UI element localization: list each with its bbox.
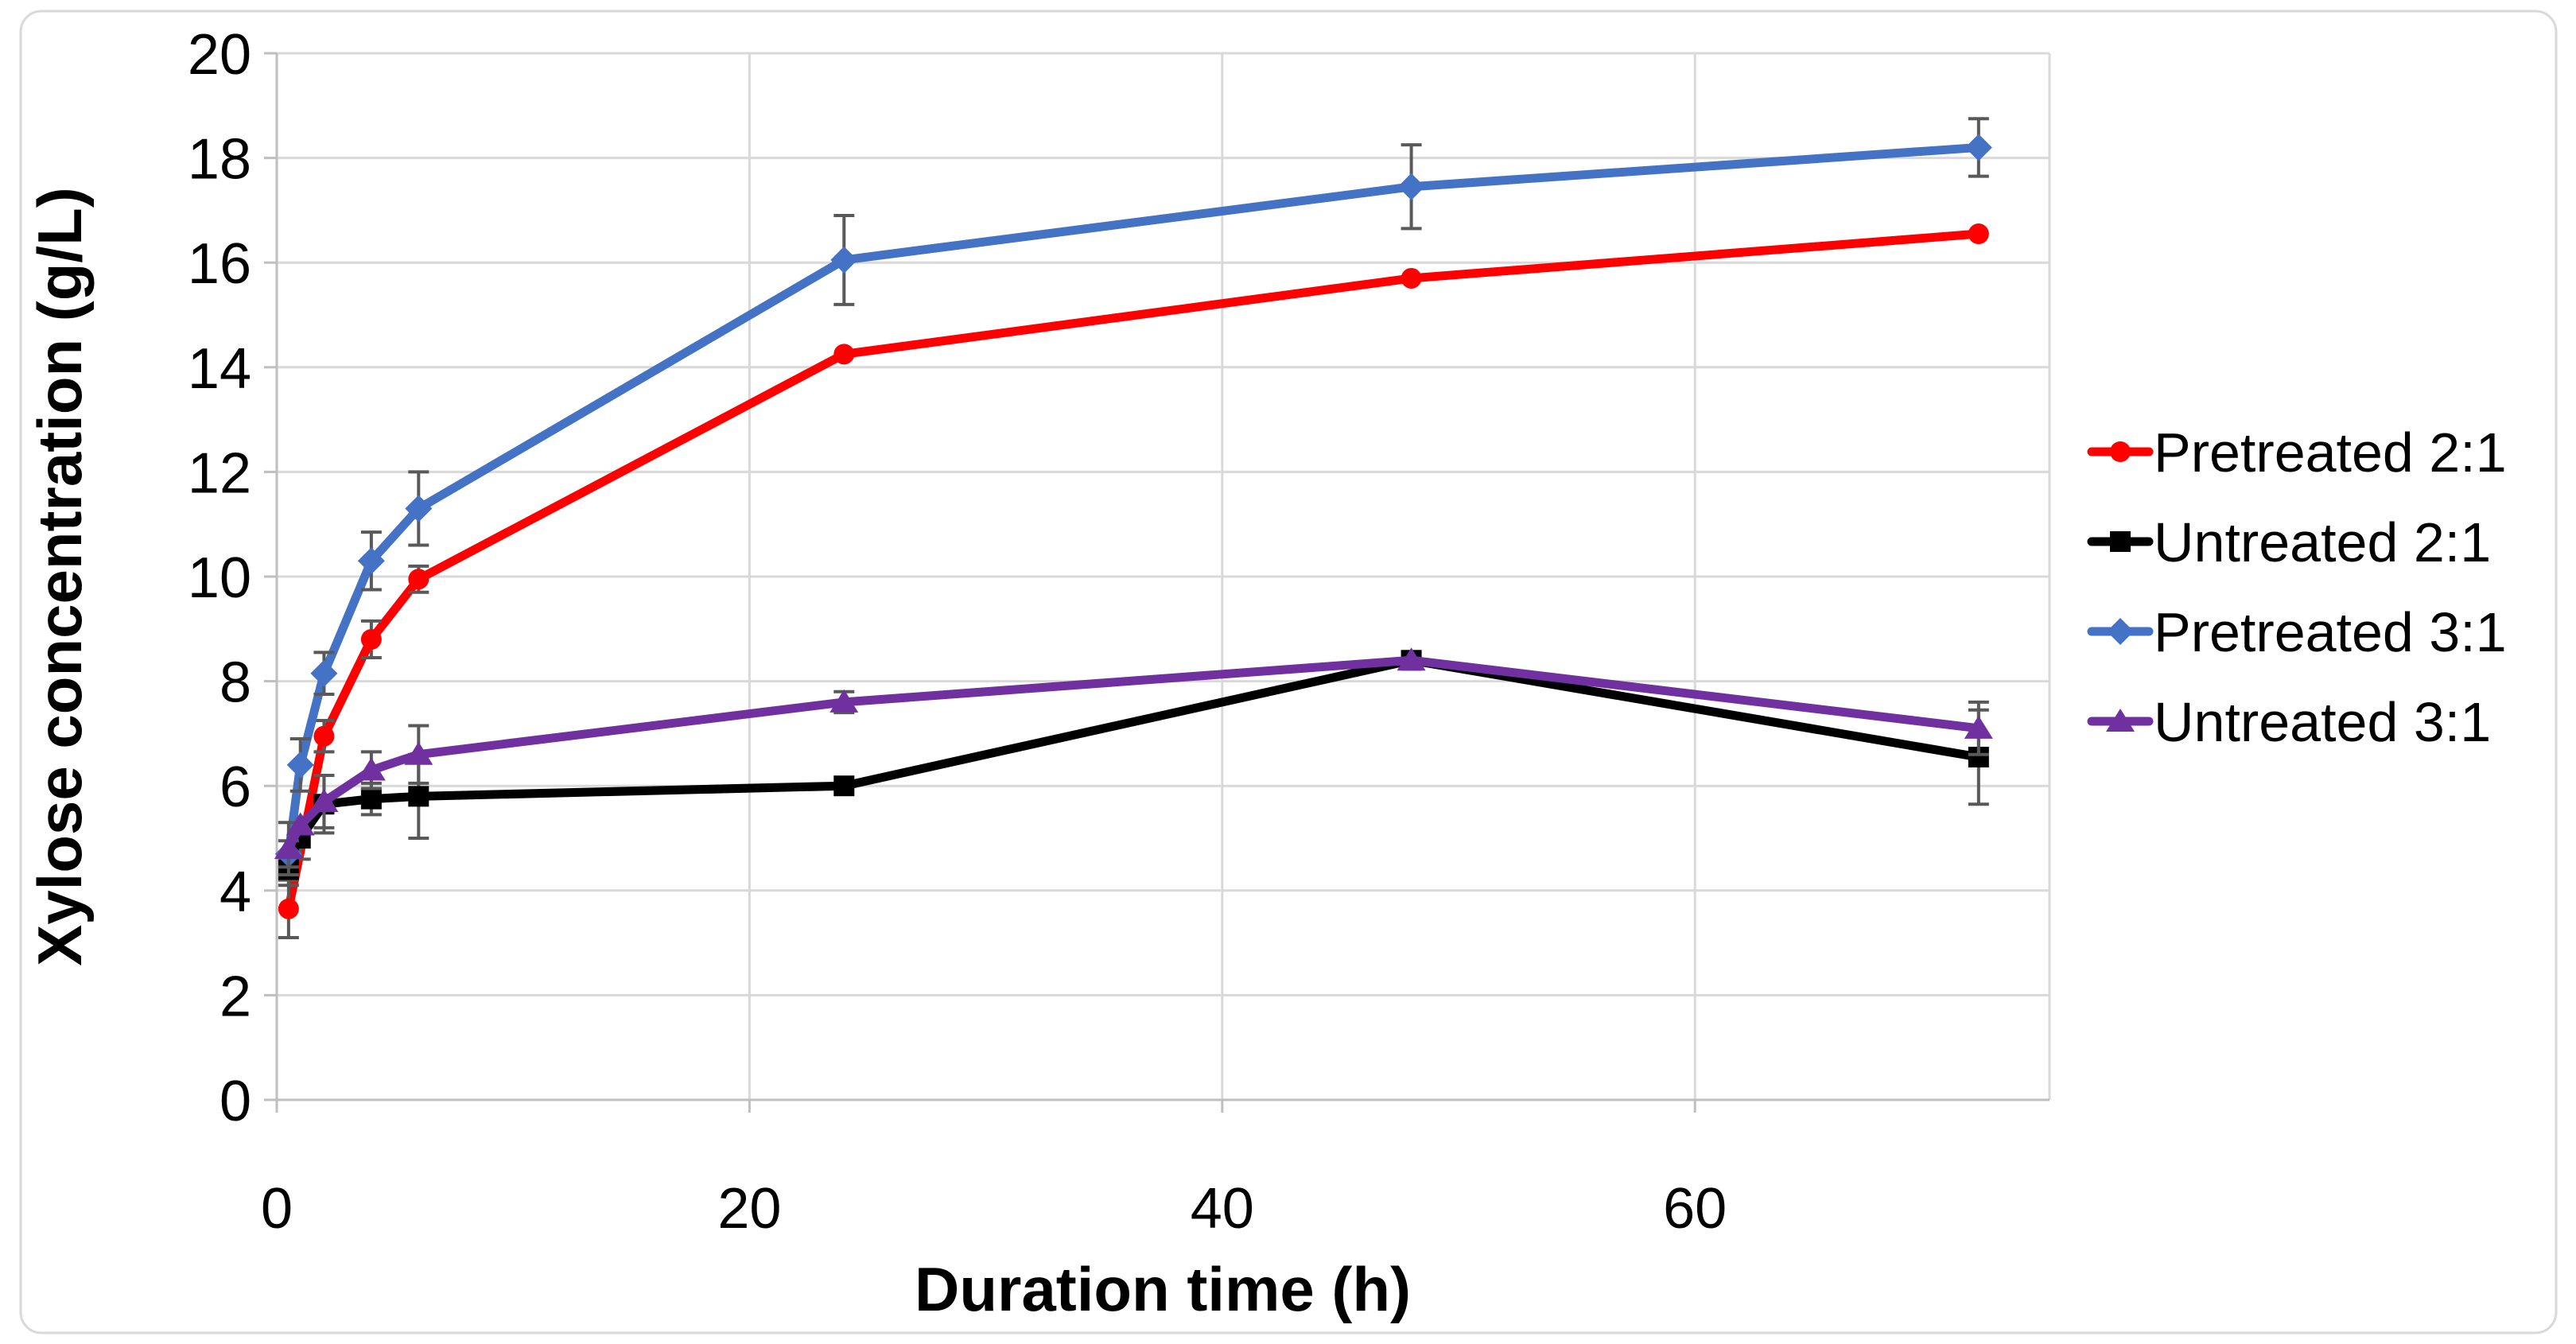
- data-point-marker: [360, 628, 382, 650]
- data-point-marker: [1964, 715, 1993, 739]
- data-point-marker: [313, 725, 335, 747]
- data-point-marker: [1397, 173, 1425, 200]
- data-point-marker: [1964, 134, 1992, 161]
- x-axis-title: Duration time (h): [915, 1254, 1411, 1324]
- data-point-marker: [286, 812, 315, 836]
- y-tick-label: 16: [188, 232, 251, 296]
- data-point-marker: [408, 569, 429, 590]
- data-point-marker: [309, 788, 339, 812]
- series-untreated-3-1: [274, 647, 1993, 877]
- legend-item-pretreated-2-1: Pretreated 2:1: [2087, 421, 2507, 484]
- data-point-marker: [830, 689, 859, 713]
- legend-item-untreated-2-1: Untreated 2:1: [2087, 511, 2491, 573]
- legend: Pretreated 2:1 Untreated 2:1 Pretreated 3:…: [2087, 421, 2507, 753]
- legend-label: Untreated 2:1: [2154, 511, 2491, 573]
- y-tick-label: 8: [220, 651, 251, 715]
- x-tick-label: 60: [1663, 1177, 1727, 1241]
- gridlines: [277, 52, 2051, 1100]
- y-tick-label: 6: [220, 756, 251, 819]
- legend-item-untreated-3-1: Untreated 3:1: [2087, 691, 2491, 753]
- legend-item-pretreated-3-1: Pretreated 3:1: [2087, 601, 2507, 663]
- figure-border: [19, 10, 2558, 1334]
- legend-marker: [2107, 618, 2134, 645]
- legend-label: Untreated 3:1: [2154, 691, 2491, 753]
- data-point-marker: [833, 775, 855, 797]
- tick-labels: 0 2 4 6 8 10 12 14 16 18 20 0 20 40 60: [188, 23, 1727, 1241]
- series-pretreated-3-1: [274, 117, 1992, 869]
- series-layer: [274, 117, 1993, 940]
- y-tick-label: 20: [188, 23, 251, 87]
- data-point-marker: [1968, 223, 1989, 245]
- series-pretreated-2-1: [278, 223, 1989, 940]
- y-tick-label: 10: [188, 546, 251, 610]
- x-tick-label: 20: [717, 1177, 781, 1241]
- y-axis-title: Xylose concentration (g/L): [25, 187, 95, 965]
- y-tick-label: 18: [188, 128, 251, 192]
- data-point-marker: [356, 757, 386, 781]
- legend-marker: [2106, 709, 2135, 732]
- axes: [264, 52, 2050, 1113]
- legend-marker: [2110, 531, 2131, 552]
- data-point-marker: [278, 898, 299, 919]
- y-tick-label: 14: [188, 337, 251, 401]
- data-point-marker: [830, 246, 858, 274]
- y-tick-label: 4: [220, 860, 251, 924]
- y-tick-label: 2: [220, 965, 251, 1028]
- y-tick-label: 12: [188, 441, 251, 505]
- data-point-marker: [405, 495, 433, 522]
- y-tick-label: 0: [220, 1070, 251, 1133]
- data-point-marker: [286, 751, 314, 779]
- data-point-marker: [274, 836, 303, 860]
- data-point-marker: [1397, 647, 1426, 671]
- legend-label: Pretreated 3:1: [2154, 601, 2507, 663]
- data-point-marker: [1401, 267, 1422, 289]
- data-point-marker: [833, 344, 855, 365]
- data-point-marker: [408, 786, 429, 807]
- x-tick-label: 40: [1191, 1177, 1254, 1241]
- data-point-marker: [360, 788, 382, 810]
- legend-label: Pretreated 2:1: [2154, 421, 2507, 484]
- data-point-marker: [310, 659, 338, 687]
- x-tick-label: 0: [261, 1177, 293, 1241]
- data-point-marker: [357, 547, 385, 575]
- series-line: [284, 142, 1983, 859]
- data-point-marker: [404, 741, 433, 765]
- legend-marker: [2110, 441, 2131, 462]
